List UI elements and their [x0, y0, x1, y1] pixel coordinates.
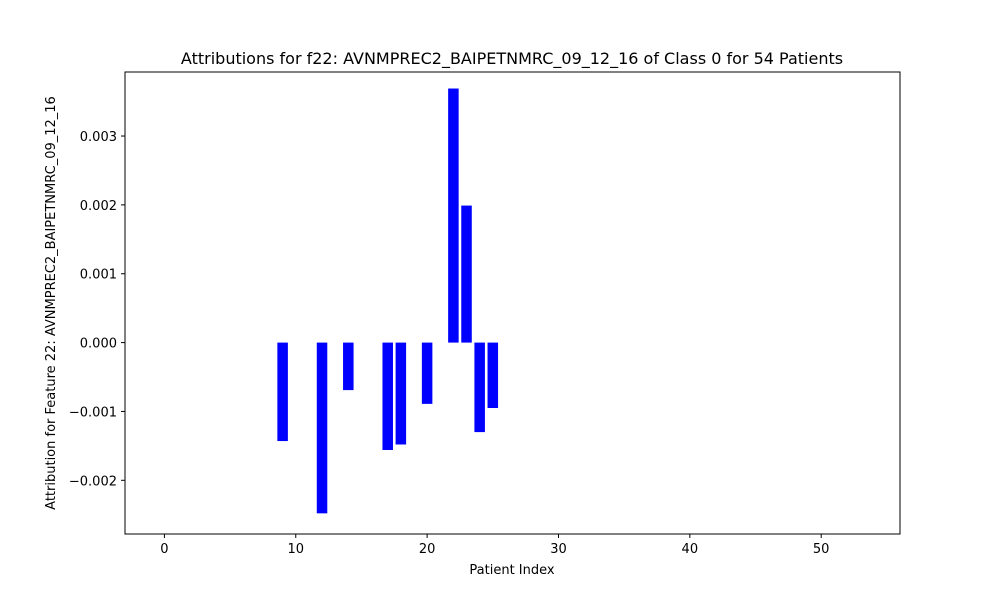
- chart-title: Attributions for f22: AVNMPREC2_BAIPETNM…: [181, 49, 843, 69]
- x-tick-label: 20: [419, 542, 436, 557]
- x-axis-label: Patient Index: [469, 563, 554, 578]
- bar-patient-25: [487, 342, 499, 408]
- bar-patient-20: [421, 342, 433, 404]
- bar-patient-14: [343, 342, 354, 391]
- y-tick-label: 0.001: [80, 268, 117, 283]
- x-tick-label: 10: [287, 542, 304, 557]
- bar-patient-18: [395, 342, 407, 445]
- y-tick-label: 0.000: [80, 337, 117, 352]
- bar-patient-22: [448, 88, 459, 343]
- x-tick-label: 0: [160, 542, 168, 557]
- plot-area: [124, 71, 901, 535]
- y-axis-label: Attribution for Feature 22: AVNMPREC2_BA…: [44, 96, 59, 510]
- bar-patient-9: [277, 342, 288, 442]
- y-tick-label: 0.002: [80, 199, 117, 214]
- y-tick-label: 0.003: [80, 130, 117, 145]
- x-tick-label: 50: [813, 542, 830, 557]
- bars-group: [277, 88, 499, 514]
- bar-patient-12: [316, 342, 328, 514]
- y-tick-label: −0.001: [69, 405, 117, 420]
- axes-frame: [124, 71, 901, 535]
- y-axis-ticks: −0.002 −0.001 0.000 0.001 0.002 0.003: [69, 130, 125, 489]
- bar-patient-24: [474, 342, 485, 433]
- x-axis-ticks: 0 10 20 30 40 50: [160, 534, 829, 557]
- x-tick-label: 40: [682, 542, 699, 557]
- bar-patient-17: [382, 342, 393, 450]
- x-tick-label: 30: [550, 542, 567, 557]
- y-tick-label: −0.002: [69, 474, 117, 489]
- bar-patient-23: [461, 205, 472, 343]
